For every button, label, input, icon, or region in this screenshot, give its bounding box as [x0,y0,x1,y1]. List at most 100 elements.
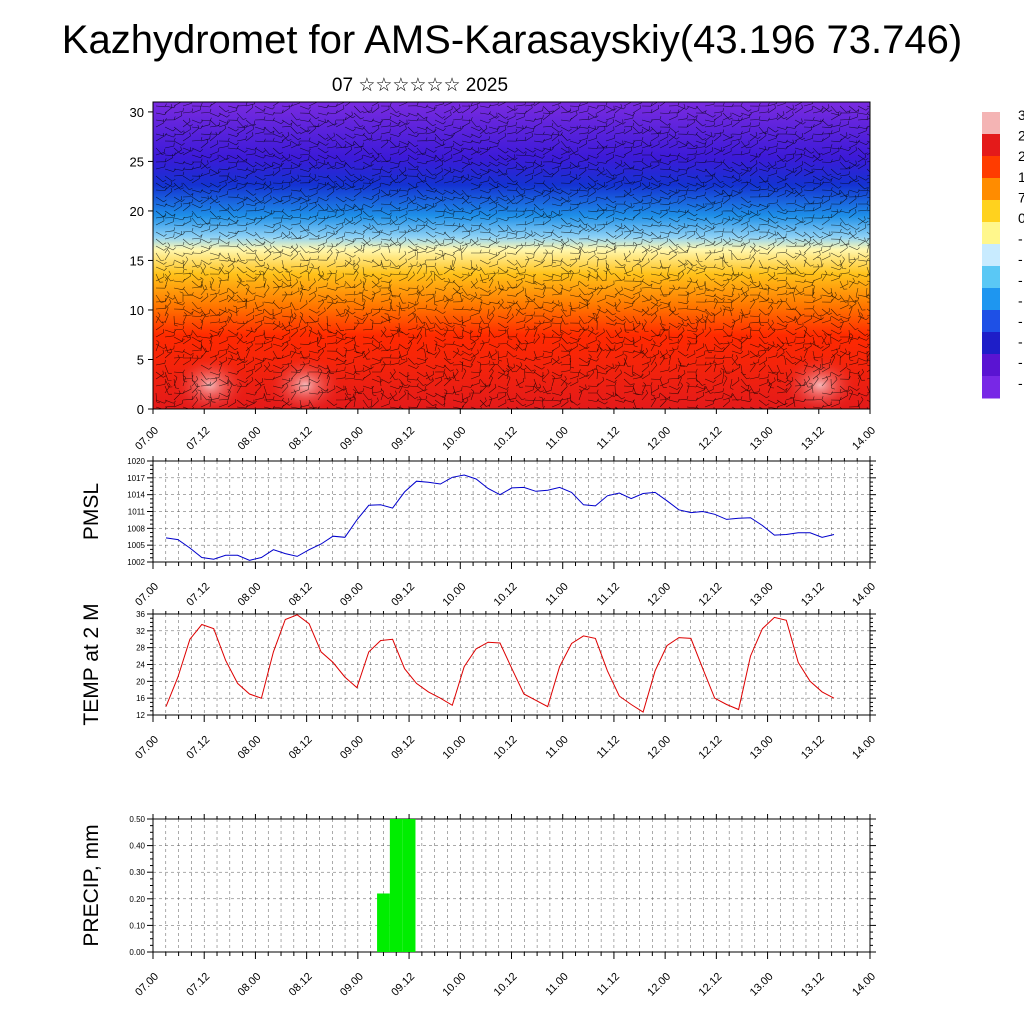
colorbar-label: - [1018,251,1023,267]
y-axis-label: PMSL [80,483,103,540]
time-tick-label: 09.12 [389,425,417,453]
y-tick-label: 1002 [127,558,145,567]
time-tick-label: 08.00 [236,734,264,762]
colorbar-swatch [982,112,1000,135]
height-axis: 0 5 10 15 20 25 30 [130,105,153,417]
temp-panel: 12 16 20 24 28 32 36 07.00 07.12 08.00 08.12 09.00 0… [80,603,878,761]
time-tick-label: 10.00 [440,581,468,609]
y-tick-label: 0.20 [129,895,145,904]
time-tick-label: 13.12 [799,425,827,453]
time-tick-label: 10.00 [440,425,468,453]
time-tick-label: 13.12 [799,971,827,999]
colorbar-label: - [1018,375,1023,391]
time-tick-label: 11.12 [595,425,622,452]
time-tick-label: 14.00 [850,734,878,762]
colorbar-swatch [982,200,1000,223]
time-tick-label: 11.12 [595,971,622,998]
time-tick-label: 12.00 [645,734,673,762]
y-tick-label: 1020 [127,457,145,466]
height-tick-label: 25 [130,154,144,169]
time-tick-label: 10.12 [492,734,520,762]
time-tick-label: 13.12 [799,734,827,762]
height-tick-label: 15 [130,253,144,268]
y-axis-label: PRECIP, mm [80,824,103,946]
colorbar-swatch [982,288,1000,311]
y-tick-label: 0.30 [129,868,145,877]
colorbar-label: 1 [1018,169,1024,185]
height-tick-label: 30 [130,105,144,120]
colorbar-label: 3 [1018,107,1024,123]
time-tick-label: 07.12 [184,734,212,762]
y-tick-label: 36 [136,610,145,619]
y-axis-label: TEMP at 2 M [80,603,103,725]
y-tick-label: 1017 [127,474,145,483]
precip-panel: 0.00 0.10 0.20 0.30 0.40 0.50 07.00 07.12 08.00 0… [80,814,878,999]
time-tick-label: 07.00 [133,425,161,453]
colorbar-label: - [1018,313,1023,329]
colorbar-swatch [982,244,1000,267]
y-tick-label: 0.50 [129,815,145,824]
y-tick-label: 0.10 [129,921,145,930]
colorbar-swatch [982,134,1000,157]
time-tick-label: 07.12 [184,425,212,453]
time-tick-label: 10.00 [440,734,468,762]
y-tick-label: 1008 [127,524,145,533]
pmsl-line [165,474,835,561]
colorbar-label: - [1018,231,1023,247]
y-tick-label: 1011 [128,508,146,517]
colorbar-label: - [1018,272,1023,288]
colorbar-swatch [982,310,1000,333]
time-tick-label: 09.00 [338,971,366,999]
colorbar-swatch [982,178,1000,201]
time-tick-label: 07.12 [184,581,212,609]
wind-barbs [155,102,870,409]
time-tick-label: 08.12 [287,581,315,609]
colorbar-swatch [982,266,1000,289]
time-tick-label: 14.00 [850,971,878,999]
temp-line [165,614,835,713]
colorbar-swatch [982,376,1000,399]
time-tick-label: 12.12 [697,581,725,609]
time-tick-label: 13.00 [748,971,776,999]
y-tick-label: 1014 [127,491,145,500]
precip-bar [377,893,390,952]
time-tick-label: 11.12 [595,581,622,608]
warm-core [782,355,858,409]
colorbar-label: - [1018,334,1023,350]
colorbar: 3 2 2 1 7 0 - - - - - - - - [982,107,1024,399]
time-tick-label: 08.12 [287,971,315,999]
height-tick-label: 5 [137,352,144,367]
time-tick-label: 12.12 [697,734,725,762]
time-tick-label: 10.12 [492,581,520,609]
y-tick-label: 32 [136,627,145,636]
colorbar-swatch [982,332,1000,355]
pmsl-panel: 1002 1005 1008 1011 1014 1017 1020 07.00 07.12 08… [80,456,878,609]
time-tick-label: 09.12 [389,581,417,609]
y-tick-label: 24 [136,661,145,670]
wind-temp-panel: 0 5 10 15 20 25 30 07.00 07.12 08.00 08.12 09.00 09… [130,101,878,453]
time-tick-label: 12.12 [697,425,725,453]
time-tick-label: 10.00 [440,971,468,999]
time-tick-label: 12.00 [645,581,673,609]
time-tick-label: 08.00 [236,971,264,999]
height-tick-label: 20 [130,204,144,219]
time-tick-label: 13.00 [748,734,776,762]
time-tick-label: 07.00 [133,581,161,609]
time-tick-label: 07.12 [184,971,212,999]
precip-bar [389,819,403,952]
time-tick-label: 11.12 [595,734,622,761]
time-axis-top: 07.00 07.12 08.00 08.12 09.00 09.12 10.00 10.12… [133,409,878,453]
time-tick-label: 11.00 [543,425,570,452]
time-tick-label: 13.00 [748,425,776,453]
time-tick-label: 10.12 [492,425,520,453]
time-tick-label: 13.00 [748,581,776,609]
y-tick-label: 20 [136,677,145,686]
height-tick-label: 10 [130,303,144,318]
time-tick-label: 13.12 [799,581,827,609]
time-tick-label: 09.00 [338,581,366,609]
time-tick-label: 10.12 [492,971,520,999]
time-tick-label: 09.00 [338,425,366,453]
time-tick-label: 07.00 [133,971,161,999]
y-tick-label: 16 [136,694,145,703]
